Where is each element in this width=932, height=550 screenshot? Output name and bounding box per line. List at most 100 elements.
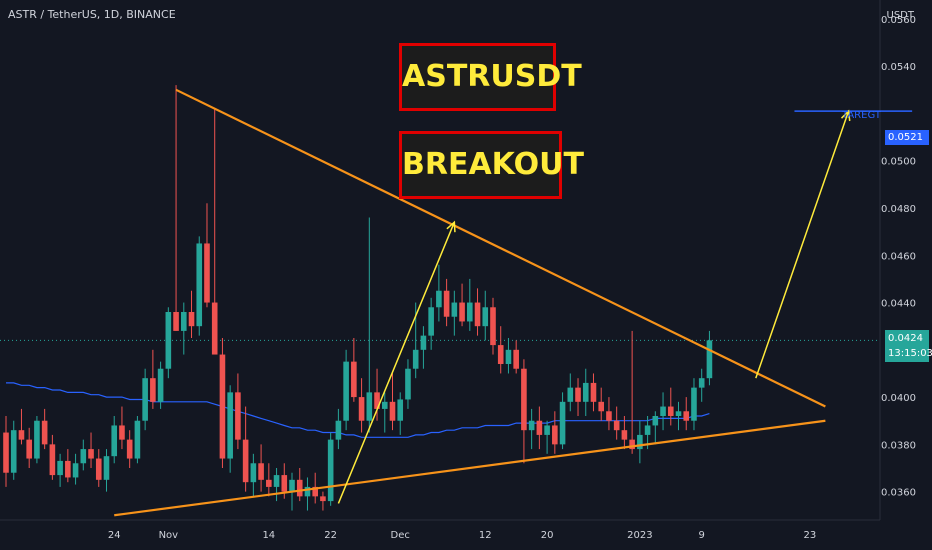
price-tick-label: 0.0440	[881, 299, 916, 310]
candle-body	[698, 378, 705, 388]
candle-body	[165, 312, 172, 369]
time-tick-label: 20	[541, 530, 554, 541]
symbol-title[interactable]: ASTR / TetherUS, 1D, BINANCE	[8, 8, 176, 21]
candle-body	[351, 361, 357, 398]
time-tick-label: 14	[262, 530, 275, 541]
candle-body	[405, 368, 411, 400]
candle-body	[266, 479, 272, 487]
time-tick-label: Dec	[391, 530, 410, 541]
price-tick-label: 0.0560	[881, 15, 916, 26]
candle-body	[41, 420, 48, 445]
time-axis[interactable]: 24 Nov 14 22 Dec 12 20 2023 9 23	[108, 530, 816, 541]
candle-body	[374, 392, 380, 409]
time-tick-label: 9	[699, 530, 705, 541]
candle-body	[80, 449, 87, 464]
candle-body	[652, 416, 659, 426]
candle-body	[397, 399, 404, 421]
candle-body	[26, 439, 32, 459]
candle-body	[582, 382, 589, 402]
grid	[0, 0, 881, 521]
price-tick-label: 0.0540	[881, 62, 916, 73]
candle-body	[219, 354, 226, 459]
projection-arrowhead	[840, 109, 851, 122]
projection-arrowhead	[446, 220, 456, 233]
price-unit-label: USDT	[886, 10, 914, 21]
time-tick-label: 22	[324, 530, 337, 541]
price-axis[interactable]: 0.0560 0.0540 0.0500 0.0480 0.0460 0.0440 0.04…	[881, 15, 916, 499]
candle-body	[335, 420, 342, 440]
candle-body	[72, 463, 79, 478]
candle-body	[598, 401, 605, 412]
candle-body	[497, 345, 504, 364]
current-price: 0.0424	[888, 333, 923, 344]
candle-body	[660, 406, 666, 416]
candles-layer	[3, 85, 713, 511]
bar-countdown: 13:15:03	[888, 348, 932, 359]
candle-body	[675, 411, 682, 416]
candle-body	[575, 387, 581, 402]
candle-body	[296, 479, 303, 497]
current-price-tag: 0.0424 13:15:03	[885, 330, 932, 362]
candle-body	[451, 302, 458, 317]
candle-body	[10, 430, 17, 473]
candle-body	[95, 458, 102, 480]
candle-body	[590, 382, 597, 402]
candle-body	[389, 401, 396, 421]
time-tick-label: Nov	[159, 530, 179, 541]
candle-body	[211, 302, 218, 355]
candle-body	[281, 475, 288, 492]
candle-body	[528, 420, 535, 431]
candle-body	[289, 479, 295, 492]
candle-body	[173, 312, 179, 331]
candle-body	[34, 420, 40, 459]
candle-body	[552, 425, 558, 445]
candle-body	[412, 349, 419, 369]
price-tick-label: 0.0400	[881, 393, 916, 404]
candle-body	[111, 425, 118, 457]
candle-body	[88, 449, 94, 459]
candle-body	[204, 243, 210, 303]
time-tick-label: 23	[804, 530, 817, 541]
candle-body	[637, 434, 643, 450]
candle-body	[381, 401, 388, 409]
candle-body	[683, 411, 690, 421]
candle-body	[482, 307, 489, 327]
candle-body	[142, 378, 148, 421]
candle-body	[567, 387, 574, 402]
moving-average-layer	[6, 382, 710, 438]
price-tick-label: 0.0380	[881, 440, 916, 451]
price-tick-label: 0.0460	[881, 251, 916, 262]
time-tick-label: 12	[479, 530, 492, 541]
target-label: TAREGT	[842, 110, 881, 121]
candle-body	[320, 496, 326, 502]
candle-body	[304, 486, 311, 497]
banner-breakout: BREAKOUT	[399, 131, 584, 199]
candle-body	[235, 392, 241, 440]
candle-body	[65, 460, 71, 478]
candle-body	[706, 340, 713, 379]
moving-average-line	[6, 382, 710, 438]
candle-body	[119, 425, 125, 440]
candle-body	[559, 401, 566, 445]
candle-body	[242, 439, 249, 483]
price-tick-label: 0.0500	[881, 157, 916, 168]
candle-body	[606, 411, 612, 421]
candle-body	[327, 439, 334, 502]
candle-body	[18, 430, 25, 440]
candle-body	[358, 397, 365, 421]
candle-body	[312, 486, 318, 497]
candle-body	[474, 302, 481, 327]
candle-body	[544, 425, 550, 435]
candle-body	[188, 312, 195, 327]
candle-body	[57, 460, 63, 476]
candle-body	[157, 368, 164, 402]
candle-body	[521, 368, 527, 431]
price-tick-label: 0.0360	[881, 488, 916, 499]
candle-body	[273, 475, 280, 487]
trendline-resistance	[175, 88, 826, 408]
candle-body	[629, 439, 635, 450]
time-tick-label: 24	[108, 530, 121, 541]
candle-body	[436, 290, 442, 308]
candle-body	[103, 456, 110, 480]
